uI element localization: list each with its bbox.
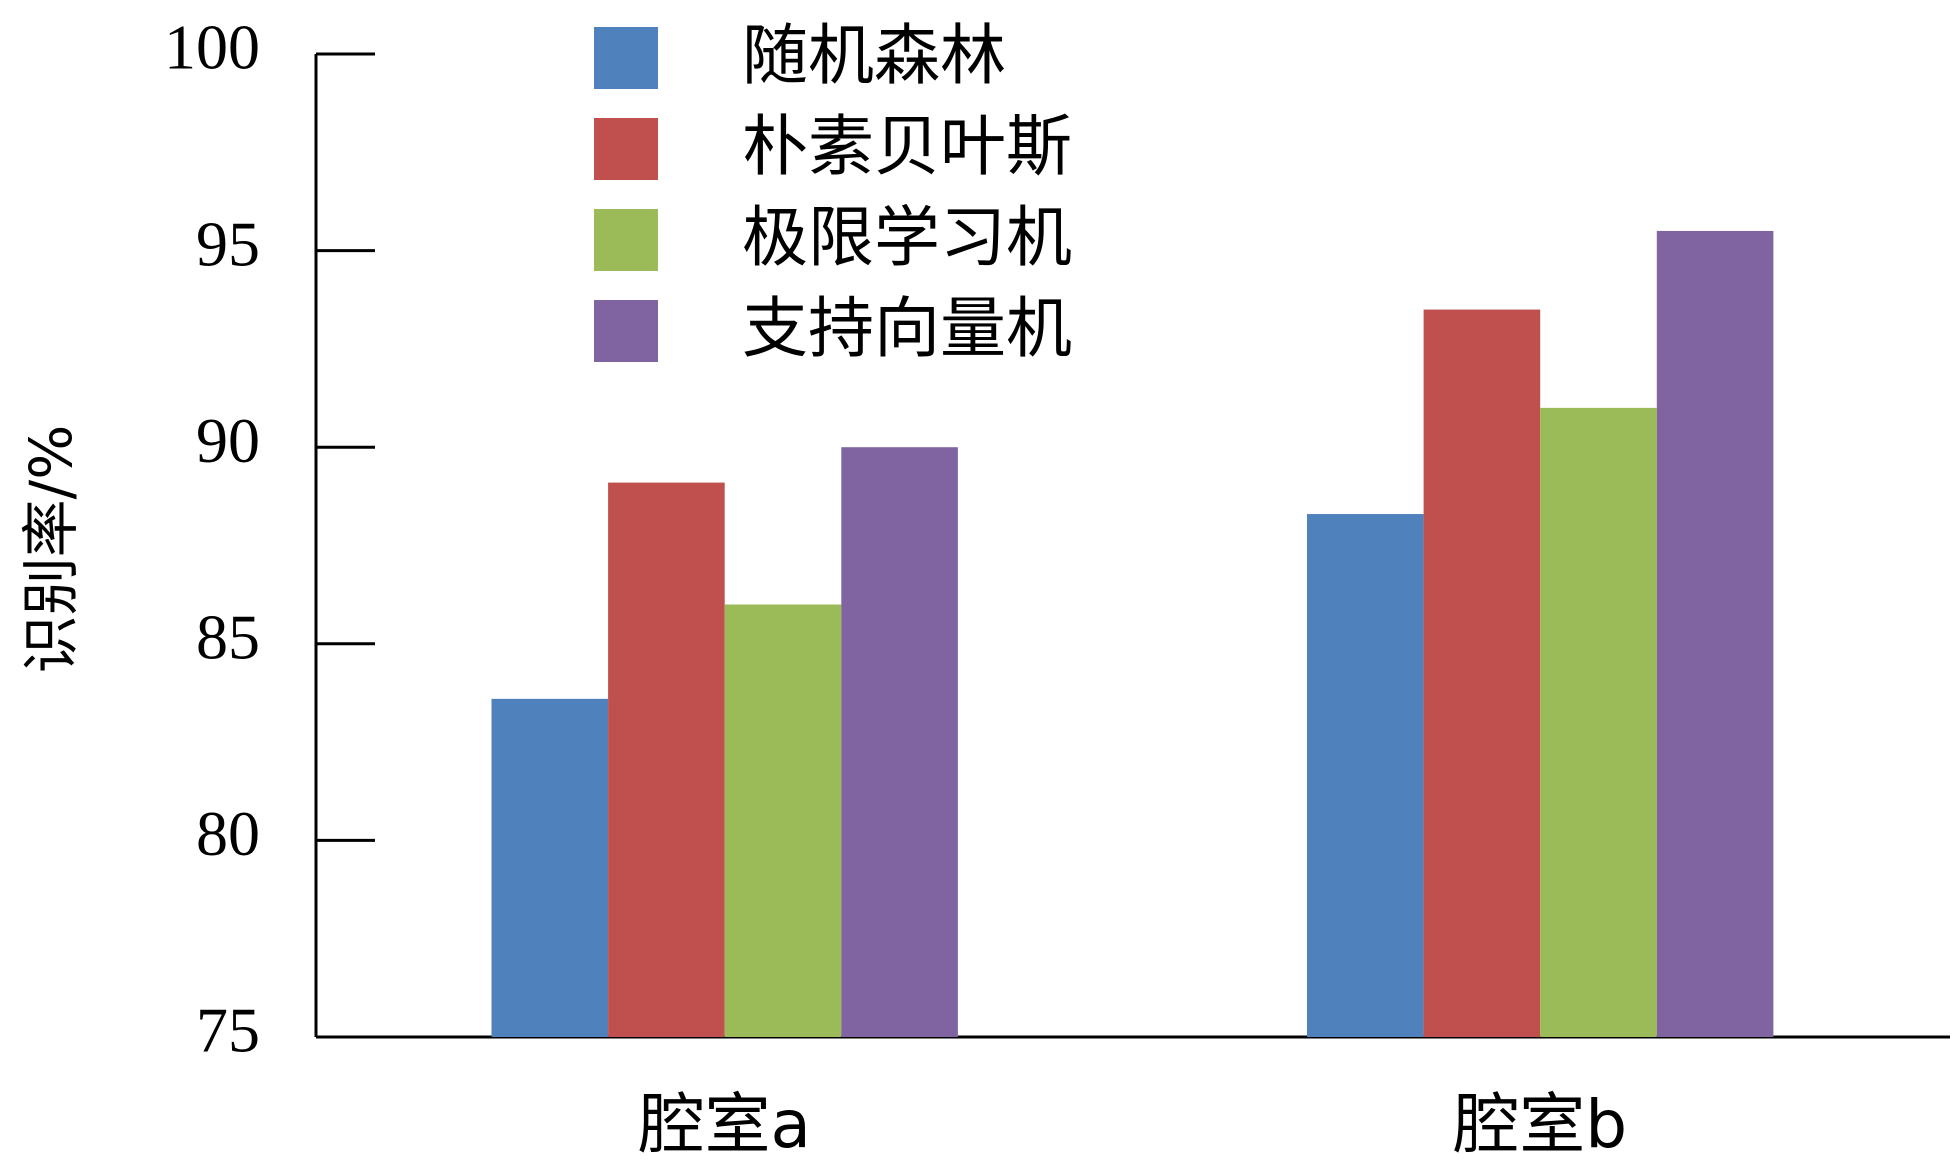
y-tick-label: 80 [196, 798, 260, 869]
y-tick-label: 95 [196, 208, 260, 279]
bar [841, 447, 958, 1037]
bar [1656, 230, 1774, 1037]
bar [491, 698, 609, 1037]
bar [608, 482, 725, 1037]
y-axis-label: 识别率/% [17, 425, 85, 674]
legend-swatch [594, 300, 658, 362]
bar [724, 604, 842, 1037]
bar [1307, 514, 1424, 1037]
legend-label: 支持向量机 [742, 290, 1072, 367]
x-tick-label: 腔室a [638, 1086, 810, 1163]
y-tick-label: 85 [196, 601, 260, 672]
legend-label: 随机森林 [742, 17, 1006, 94]
legend-swatch [594, 209, 658, 271]
x-tick-label: 腔室b [1453, 1086, 1627, 1163]
bar [1540, 407, 1657, 1037]
legend-label: 朴素贝叶斯 [742, 108, 1072, 185]
legend-swatch [594, 27, 658, 89]
y-tick-label: 90 [196, 405, 260, 476]
y-tick-label: 100 [164, 12, 260, 83]
y-tick-label: 75 [196, 995, 260, 1066]
legend-label: 极限学习机 [742, 199, 1072, 276]
legend-swatch [594, 118, 658, 180]
bar [1423, 309, 1541, 1038]
